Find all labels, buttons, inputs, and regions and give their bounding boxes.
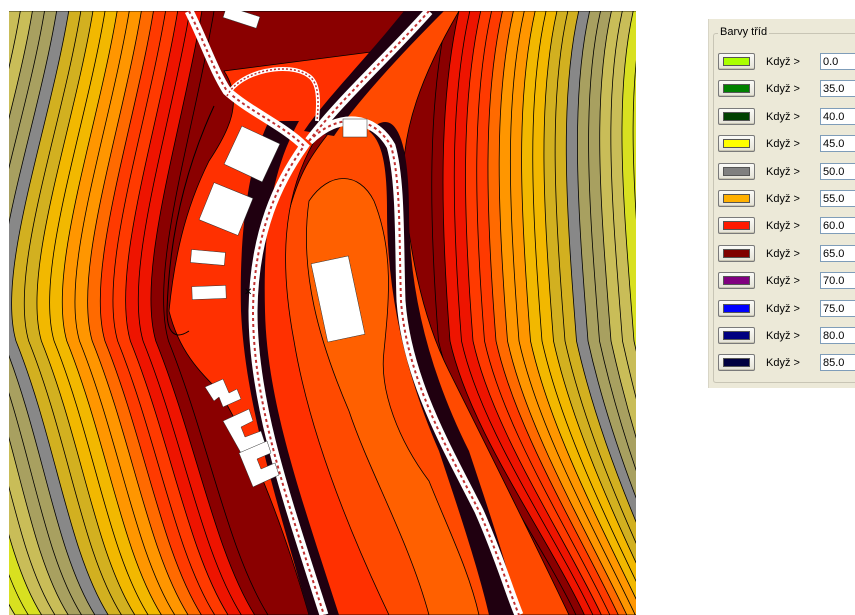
condition-label: Když > [766,275,800,288]
building [198,182,254,236]
color-swatch [723,276,750,286]
color-swatch-button[interactable] [718,53,755,70]
side-lane-dashes [226,68,319,122]
threshold-input[interactable]: 0.0 [820,53,855,70]
color-swatch [723,57,750,66]
color-swatch [723,221,750,231]
building [204,378,242,408]
condition-label: Když > [766,83,800,96]
color-swatch-button[interactable] [718,190,755,207]
color-swatch [723,331,750,340]
noise-map[interactable]: ✕ [9,11,636,615]
legend-panel: Barvy tříd Když > 0.0 Když > 35.0 Když > 40.0… [708,19,855,388]
legend-row: Když > 0.0 [718,51,855,73]
building [310,255,366,343]
building [191,285,227,300]
threshold-input[interactable]: 40.0 [820,107,855,125]
condition-label: Když > [766,165,800,178]
legend-row: Když > 65.0 [718,243,855,265]
legend-row: Když > 40.0 [718,106,855,128]
building [223,125,281,183]
road-dark-band-west [240,121,339,615]
lane-loop [166,105,215,336]
threshold-input[interactable]: 65.0 [820,244,855,262]
legend-row: Když > 45.0 [718,133,855,155]
color-swatch [723,111,750,121]
color-swatch-button[interactable] [718,162,755,180]
condition-label: Když > [766,357,800,370]
legend-row: Když > 35.0 [718,78,855,100]
road-dark-band-east [304,11,519,615]
condition-label: Když > [766,247,800,260]
building [238,440,280,488]
road-main-dashes [188,11,325,615]
legend-title: Barvy tříd [718,25,770,39]
color-swatch-button[interactable] [718,327,755,344]
condition-label: Když > [766,220,800,233]
color-swatch-button[interactable] [718,299,755,317]
legend-groupbox [713,33,855,383]
color-swatch [723,84,750,94]
color-swatch [723,139,750,149]
color-swatch [723,166,750,176]
building [190,249,226,266]
color-swatch [723,303,750,313]
color-swatch [723,194,750,203]
legend-row: Když > 80.0 [718,325,855,347]
legend-row: Když > 50.0 [718,161,855,183]
legend-row: Když > 55.0 [718,188,855,210]
threshold-input[interactable]: 80.0 [820,327,855,344]
color-swatch-button[interactable] [718,80,755,98]
threshold-input[interactable]: 75.0 [820,299,855,317]
legend-row: Když > 70.0 [718,270,855,292]
road-east-dashes [308,11,520,615]
color-swatch-button[interactable] [718,107,755,125]
color-swatch-button[interactable] [718,354,755,372]
map-marker: ✕ [244,287,252,298]
threshold-input[interactable]: 55.0 [820,190,855,207]
legend-row: Když > 75.0 [718,298,855,320]
legend-row: Když > 85.0 [718,352,855,374]
condition-label: Když > [766,110,800,123]
color-swatch-button[interactable] [718,272,755,290]
color-swatch-button[interactable] [718,135,755,153]
building [222,11,261,29]
legend-row: Když > 60.0 [718,215,855,237]
noise-contour-map: ✕ [9,11,636,615]
threshold-input[interactable]: 70.0 [820,272,855,290]
condition-label: Když > [766,193,800,205]
color-swatch-button[interactable] [718,217,755,235]
color-swatch [723,248,750,258]
threshold-input[interactable]: 50.0 [820,162,855,180]
condition-label: Když > [766,302,800,315]
condition-label: Když > [766,330,800,342]
condition-label: Když > [766,56,800,68]
threshold-input[interactable]: 85.0 [820,354,855,372]
building [342,118,368,138]
threshold-input[interactable]: 35.0 [820,80,855,98]
color-swatch [723,358,750,368]
threshold-input[interactable]: 45.0 [820,135,855,153]
condition-label: Když > [766,138,800,151]
buildings [190,11,368,488]
color-swatch-button[interactable] [718,244,755,262]
threshold-input[interactable]: 60.0 [820,217,855,235]
